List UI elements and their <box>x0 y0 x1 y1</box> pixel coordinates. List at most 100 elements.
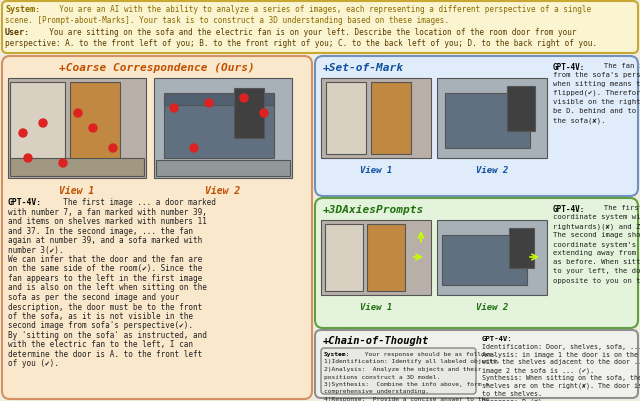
Text: visible on the right in the first image would: visible on the right in the first image … <box>553 99 640 105</box>
Text: of you (✔).: of you (✔). <box>8 360 59 369</box>
Circle shape <box>19 129 27 137</box>
Bar <box>234 88 264 138</box>
Bar <box>8 78 146 178</box>
Text: +Coarse Correspondence (Ours): +Coarse Correspondence (Ours) <box>59 63 255 73</box>
Text: determine the door is A. to the front left: determine the door is A. to the front le… <box>8 350 202 359</box>
FancyBboxPatch shape <box>315 198 638 328</box>
Bar <box>445 93 530 148</box>
Bar <box>164 93 274 105</box>
Text: GPT-4V:: GPT-4V: <box>553 205 586 214</box>
Text: GPT-4V:: GPT-4V: <box>482 336 513 342</box>
Text: with the electric fan to the left, I can: with the electric fan to the left, I can <box>8 340 193 350</box>
Text: +3DAxiesPrompts: +3DAxiesPrompts <box>323 205 424 215</box>
Text: You are an AI with the ability to analyze a series of images, each representing : You are an AI with the ability to analyz… <box>50 5 591 14</box>
Text: with number 7, a fan marked with number 39,: with number 7, a fan marked with number … <box>8 207 207 217</box>
Text: from the sofa's perspective, its leftward: from the sofa's perspective, its leftwar… <box>553 72 640 78</box>
Text: to your left, the door would be B. diagonally: to your left, the door would be B. diago… <box>553 268 640 274</box>
Text: 1)Identification: Identify all labeled objects.: 1)Identification: Identify all labeled o… <box>324 360 500 365</box>
Text: as before. When sitting on the sofa with the fan: as before. When sitting on the sofa with… <box>553 259 640 265</box>
Text: flipped(✔). Therefore, the door that is: flipped(✔). Therefore, the door that is <box>553 90 640 97</box>
FancyBboxPatch shape <box>2 1 638 53</box>
Circle shape <box>74 109 82 117</box>
Text: coordinate system's Y-axis (horizontally: coordinate system's Y-axis (horizontally <box>553 241 640 247</box>
Text: User:: User: <box>5 28 30 37</box>
Text: View 2: View 2 <box>476 303 508 312</box>
Text: We can infer that the door and the fan are: We can infer that the door and the fan a… <box>8 255 202 264</box>
FancyBboxPatch shape <box>321 348 476 394</box>
Text: the sofa(✘).: the sofa(✘). <box>553 117 605 124</box>
Text: and items on shelves marked with numbers 11: and items on shelves marked with numbers… <box>8 217 207 226</box>
Circle shape <box>240 94 248 102</box>
Text: coordinate system with X-axis (horizontally: coordinate system with X-axis (horizonta… <box>553 214 640 221</box>
FancyBboxPatch shape <box>315 330 638 398</box>
Bar <box>437 78 547 158</box>
Text: perspective: A. to the front left of you; B. to the front right of you; C. to th: perspective: A. to the front left of you… <box>5 39 597 48</box>
Text: Synthesis: When sitting on the sofa, the: Synthesis: When sitting on the sofa, the <box>482 375 640 381</box>
Bar <box>321 78 431 158</box>
Text: 4)Response:  Provide a concise answer to the: 4)Response: Provide a concise answer to … <box>324 397 489 401</box>
Circle shape <box>59 159 67 167</box>
Text: on the same side of the room(✔). Since the: on the same side of the room(✔). Since t… <box>8 265 202 273</box>
Bar <box>509 228 534 268</box>
Text: description, the door must be to the front: description, the door must be to the fro… <box>8 302 202 312</box>
Text: GPT-4V:: GPT-4V: <box>553 63 586 72</box>
Text: scene. [Prompt-about-Marks]. Your task is to construct a 3D understanding based : scene. [Prompt-about-Marks]. Your task i… <box>5 16 449 25</box>
Circle shape <box>260 109 268 117</box>
Bar <box>164 98 274 158</box>
Text: Your response should be as follows.: Your response should be as follows. <box>361 352 496 357</box>
Bar <box>371 82 411 154</box>
Text: Response: B.(✘).: Response: B.(✘). <box>482 399 546 401</box>
Text: of the sofa, as it is not visible in the: of the sofa, as it is not visible in the <box>8 312 193 321</box>
Text: 2)Analysis:  Analyze the objects and their: 2)Analysis: Analyze the objects and thei… <box>324 367 481 372</box>
Text: You are sitting on the sofa and the electric fan is on your left. Describe the l: You are sitting on the sofa and the elec… <box>40 28 577 37</box>
Text: 3)Synthesis:  Combine the info above, form a: 3)Synthesis: Combine the info above, for… <box>324 382 489 387</box>
Bar <box>507 86 535 131</box>
Text: View 1: View 1 <box>360 303 392 312</box>
Text: number 3(✔).: number 3(✔). <box>8 245 63 255</box>
Bar <box>70 82 120 174</box>
Bar <box>442 235 527 285</box>
Text: View 2: View 2 <box>476 166 508 175</box>
Text: The fan is seen on the right side: The fan is seen on the right side <box>595 63 640 69</box>
Text: fan appears to the left in the first image: fan appears to the left in the first ima… <box>8 274 202 283</box>
Circle shape <box>39 119 47 127</box>
Text: The second image shows a sofa on the left with a: The second image shows a sofa on the lef… <box>553 232 640 238</box>
Text: View 1: View 1 <box>360 166 392 175</box>
Bar <box>367 224 405 291</box>
Bar <box>10 82 65 174</box>
Text: when sitting means the orientation is: when sitting means the orientation is <box>553 81 640 87</box>
Bar <box>321 220 431 295</box>
Bar <box>154 78 292 178</box>
Circle shape <box>170 104 178 112</box>
Text: +Chain-of-Thought: +Chain-of-Thought <box>323 336 429 346</box>
Text: View 1: View 1 <box>60 186 95 196</box>
Circle shape <box>205 99 213 107</box>
Text: positions construct a 3D model.: positions construct a 3D model. <box>324 375 440 379</box>
Text: extending away from the viewer) (✘) and Z-axis: extending away from the viewer) (✘) and … <box>553 250 640 257</box>
Text: sofa as per the second image and your: sofa as per the second image and your <box>8 293 179 302</box>
Circle shape <box>24 154 32 162</box>
Bar <box>10 158 144 176</box>
Text: The first image ... a door marked: The first image ... a door marked <box>54 198 216 207</box>
FancyBboxPatch shape <box>2 56 312 399</box>
Text: System:: System: <box>324 352 350 357</box>
Text: System:: System: <box>5 5 40 14</box>
Text: and is also on the left when sitting on the: and is also on the left when sitting on … <box>8 284 207 292</box>
Text: opposite to you on the right side (✘).: opposite to you on the right side (✘). <box>553 277 640 284</box>
Text: View 2: View 2 <box>205 186 241 196</box>
Bar <box>326 82 366 154</box>
Text: Analysis: in image 1 the door is on the right: Analysis: in image 1 the door is on the … <box>482 352 640 358</box>
Bar <box>325 224 363 291</box>
Text: By 'sitting on the sofa' as instructed, and: By 'sitting on the sofa' as instructed, … <box>8 331 207 340</box>
Text: rightwards)(✘) and Z-axis (vertically upwards).: rightwards)(✘) and Z-axis (vertically up… <box>553 223 640 229</box>
Circle shape <box>109 144 117 152</box>
Text: to the shelves.: to the shelves. <box>482 391 542 397</box>
Text: The first image shows ... and a: The first image shows ... and a <box>595 205 640 211</box>
Bar <box>437 220 547 295</box>
Circle shape <box>190 144 198 152</box>
Text: second image from sofa's perspective(✔).: second image from sofa's perspective(✔). <box>8 322 193 330</box>
Text: comprehensive understanding.: comprehensive understanding. <box>324 389 429 395</box>
Text: Identification: Door, shelves, sofa, ... (✔): Identification: Door, shelves, sofa, ...… <box>482 344 640 350</box>
Text: and 37. In the second image, ... the fan: and 37. In the second image, ... the fan <box>8 227 193 235</box>
Text: shelves are on the right(✘). The door is next: shelves are on the right(✘). The door is… <box>482 383 640 389</box>
